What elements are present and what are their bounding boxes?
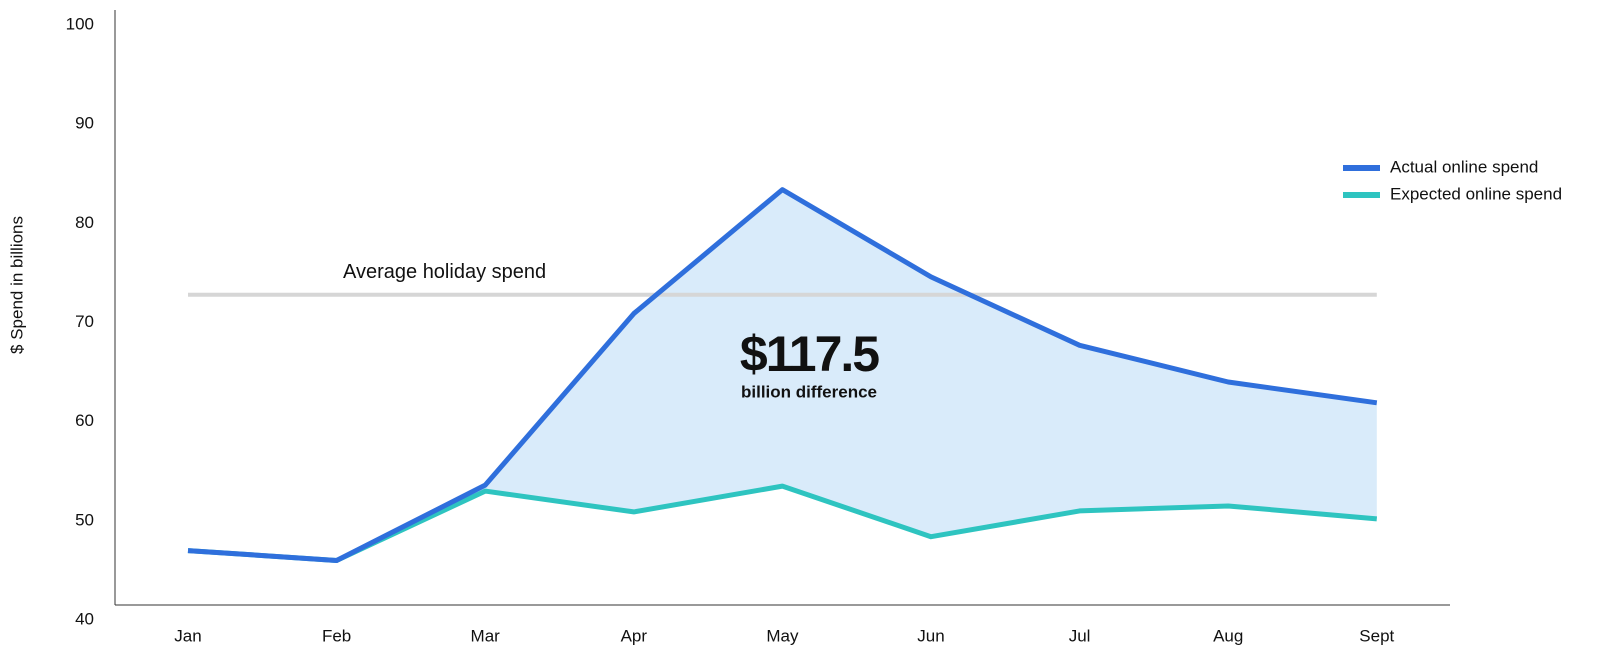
x-tick-label: Apr: [621, 626, 648, 645]
y-tick-label: 60: [75, 411, 94, 430]
x-tick-label: Aug: [1213, 626, 1243, 645]
series-line: [187, 187, 1378, 563]
y-tick-label: 50: [75, 510, 94, 529]
y-tick-label: 80: [75, 213, 94, 232]
annotation-text: billion difference: [741, 382, 877, 401]
y-tick-label: 70: [75, 312, 94, 331]
x-tick-label: Sept: [1359, 626, 1394, 645]
y-tick-label: 100: [66, 14, 94, 33]
x-tick-label: Jun: [917, 626, 944, 645]
y-tick-label: 40: [75, 609, 94, 628]
annotation-value: $117.5: [740, 326, 879, 382]
difference-area: [188, 189, 1377, 561]
x-tick-label: Mar: [471, 626, 501, 645]
x-tick-label: Jan: [174, 626, 201, 645]
y-axis-label: $ Spend in billions: [7, 216, 26, 354]
x-tick-label: Feb: [322, 626, 351, 645]
y-tick-label: 90: [75, 114, 94, 133]
legend-label: Expected online spend: [1390, 184, 1562, 203]
x-tick-label: May: [766, 626, 799, 645]
reference-label: Average holiday spend: [343, 261, 546, 283]
legend-label: Actual online spend: [1390, 157, 1538, 176]
x-tick-label: Jul: [1069, 626, 1091, 645]
